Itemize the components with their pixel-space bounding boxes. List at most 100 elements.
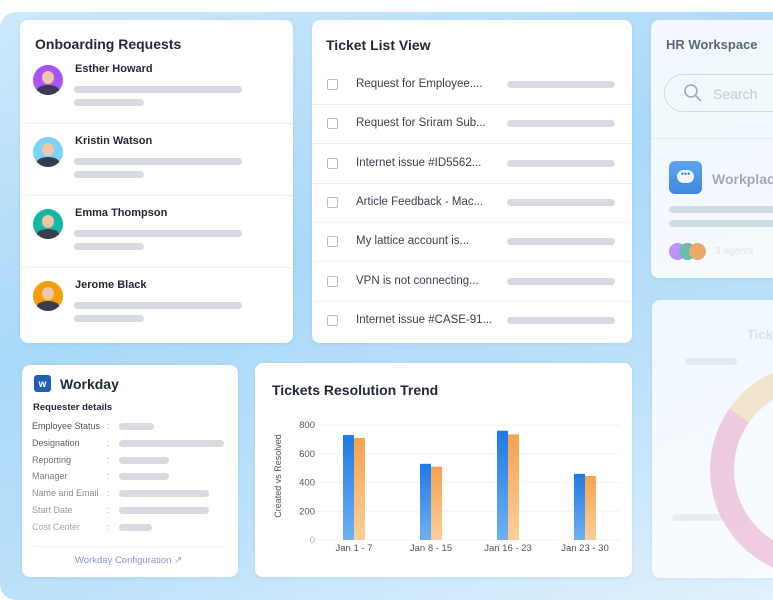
person-name: Emma Thompson bbox=[75, 207, 168, 219]
placeholder-bar bbox=[507, 198, 615, 206]
avatar bbox=[33, 137, 63, 167]
created-bar[interactable] bbox=[497, 430, 508, 540]
tickets-resolution-trend-card: Tickets Resolution Trend Created vs Reso… bbox=[255, 363, 632, 577]
placeholder-bar bbox=[74, 302, 242, 309]
ticket-checkbox[interactable] bbox=[327, 157, 338, 169]
ticket-checkbox[interactable] bbox=[327, 236, 338, 248]
ticket-subject: Internet issue #ID5562... bbox=[356, 156, 482, 169]
field-label: Name and Email bbox=[32, 488, 99, 499]
field-value-bar bbox=[119, 523, 152, 531]
avatar bbox=[33, 65, 63, 95]
resolved-bar[interactable] bbox=[508, 434, 519, 540]
search-placeholder: Search bbox=[713, 86, 758, 102]
field-label: Designation bbox=[32, 437, 80, 448]
person-name: Jerome Black bbox=[75, 279, 147, 291]
section-label: Requester details bbox=[33, 402, 113, 413]
ticket-row[interactable]: Request for Sriram Sub... bbox=[312, 105, 632, 145]
placeholder-bar bbox=[685, 358, 737, 365]
list-item[interactable]: Kristin Watson bbox=[20, 124, 293, 196]
ticket-row[interactable]: Internet issue #ID5562... bbox=[312, 145, 632, 184]
card-title: HR Workspace bbox=[666, 37, 758, 52]
x-tick-label: Jan 16 - 23 bbox=[484, 543, 532, 554]
agents-count: 3 agents bbox=[715, 246, 754, 257]
ticket-checkbox[interactable] bbox=[327, 79, 338, 90]
y-tick-label: 600 bbox=[299, 449, 315, 460]
x-tick-label: Jan 23 - 30 bbox=[561, 543, 609, 554]
placeholder-bar bbox=[74, 315, 144, 322]
ticket-checkbox[interactable] bbox=[327, 314, 338, 326]
field-separator: : bbox=[107, 488, 110, 499]
workday-logo-icon: w bbox=[34, 375, 51, 392]
ticket-row[interactable]: VPN is not connecting... bbox=[312, 263, 632, 302]
placeholder-bar bbox=[74, 158, 242, 165]
ticket-row[interactable]: Article Feedback - Mac... bbox=[312, 184, 632, 223]
donut-segment bbox=[710, 372, 773, 568]
resolved-bar[interactable] bbox=[354, 437, 365, 540]
list-item[interactable]: Emma Thompson bbox=[20, 196, 293, 268]
card-title: Tick bbox=[747, 327, 773, 342]
resolved-bar[interactable] bbox=[585, 476, 596, 540]
ticket-checkbox[interactable] bbox=[327, 275, 338, 287]
workday-configuration-link[interactable]: Workday Configuration ↗ bbox=[75, 555, 183, 566]
placeholder-bar bbox=[507, 277, 615, 285]
ticket-row[interactable]: My lattice account is... bbox=[312, 223, 632, 263]
person-name: Kristin Watson bbox=[75, 135, 153, 147]
x-tick-label: Jan 1 - 7 bbox=[336, 543, 373, 554]
ticket-checkbox[interactable] bbox=[327, 196, 338, 208]
ticket-subject: VPN is not connecting... bbox=[356, 274, 479, 287]
placeholder-bar bbox=[507, 238, 615, 246]
placeholder-bar bbox=[74, 99, 144, 106]
placeholder-bar bbox=[669, 220, 773, 227]
bar-chart: 0 200 400 600 800 Jan 1 - 7 Jan 8 - 15 Jan 16 -… bbox=[299, 420, 620, 554]
list-item[interactable]: Jerome Black bbox=[20, 268, 293, 340]
field-separator: : bbox=[107, 421, 110, 431]
field-label: Start Date bbox=[32, 505, 73, 515]
placeholder-bar bbox=[672, 514, 727, 521]
external-link-icon: ↗ bbox=[174, 555, 183, 566]
card-title: Onboarding Requests bbox=[35, 36, 182, 52]
y-tick-label: 0 bbox=[310, 535, 315, 546]
field-separator: : bbox=[107, 471, 110, 482]
placeholder-bar bbox=[507, 316, 615, 324]
placeholder-bar bbox=[507, 81, 615, 88]
ticket-subject: Internet issue #CASE-91... bbox=[356, 313, 493, 326]
ticket-subject: Request for Sriram Sub... bbox=[356, 117, 486, 130]
field-separator: : bbox=[107, 437, 110, 448]
ticket-checkbox[interactable] bbox=[327, 118, 338, 130]
field-value-bar bbox=[119, 507, 209, 514]
field-label: Reporting bbox=[32, 454, 72, 465]
workday-card: w Workday Requester details Employee Sta… bbox=[22, 365, 238, 577]
ticket-row[interactable]: Internet issue #CASE-91... bbox=[312, 302, 632, 341]
y-tick-label: 200 bbox=[299, 506, 315, 517]
chat-app-icon: ••• bbox=[669, 161, 702, 194]
created-bar[interactable] bbox=[574, 473, 585, 540]
created-bar[interactable] bbox=[343, 435, 354, 540]
placeholder-bar bbox=[507, 120, 615, 128]
tickets-donut-card: Tick bbox=[652, 300, 773, 578]
chart-title: Tickets Resolution Trend bbox=[272, 382, 439, 398]
ticket-row[interactable]: Request for Employee.... bbox=[312, 66, 632, 105]
ticket-subject: Article Feedback - Mac... bbox=[356, 195, 484, 208]
placeholder-bar bbox=[669, 206, 773, 213]
card-title: Ticket List View bbox=[326, 37, 431, 53]
field-separator: : bbox=[107, 521, 110, 532]
created-bar[interactable] bbox=[420, 463, 431, 540]
donut-chart bbox=[710, 372, 773, 568]
divider bbox=[34, 546, 226, 547]
ticket-subject: My lattice account is... bbox=[356, 235, 470, 248]
field-label: Manager bbox=[32, 471, 68, 482]
card-title: Workday bbox=[60, 376, 119, 392]
avatar bbox=[33, 281, 63, 311]
avatar bbox=[33, 209, 63, 239]
placeholder-bar bbox=[507, 159, 615, 167]
search-input[interactable]: Search bbox=[664, 74, 773, 112]
list-item[interactable]: Esther Howard bbox=[20, 52, 293, 124]
resolved-bar[interactable] bbox=[431, 466, 442, 540]
placeholder-bar bbox=[74, 86, 242, 93]
field-separator: : bbox=[107, 505, 110, 515]
divider bbox=[651, 138, 773, 139]
ticket-list-card: Ticket List View Request for Employee...… bbox=[312, 20, 632, 343]
field-value-bar bbox=[119, 456, 169, 464]
field-value-bar bbox=[119, 490, 209, 498]
field-label: Cost Center bbox=[32, 521, 81, 532]
